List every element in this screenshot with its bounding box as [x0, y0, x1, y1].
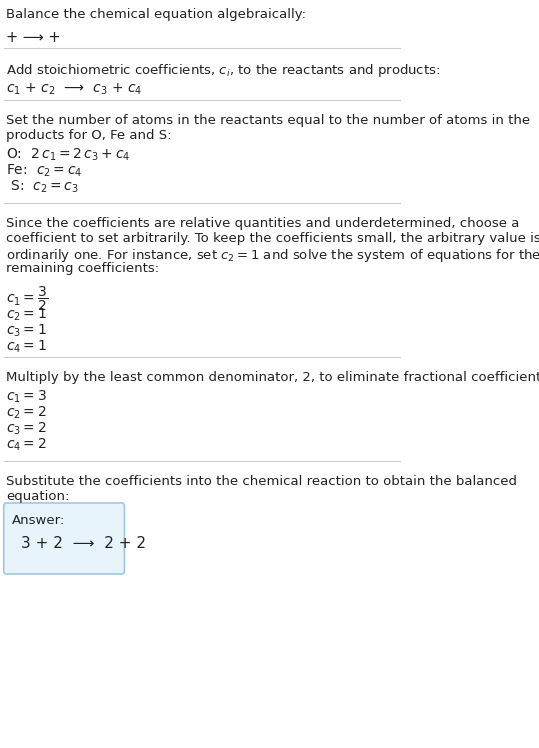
Text: $c_1 = 3$: $c_1 = 3$ — [6, 389, 47, 405]
Text: Answer:: Answer: — [12, 514, 65, 527]
Text: $c_1 = \dfrac{3}{2}$: $c_1 = \dfrac{3}{2}$ — [6, 285, 48, 313]
Text: $c_3 = 1$: $c_3 = 1$ — [6, 323, 47, 340]
Text: Set the number of atoms in the reactants equal to the number of atoms in the: Set the number of atoms in the reactants… — [6, 114, 530, 127]
Text: Add stoichiometric coefficients, $c_i$, to the reactants and products:: Add stoichiometric coefficients, $c_i$, … — [6, 62, 440, 79]
Text: $c_3 = 2$: $c_3 = 2$ — [6, 421, 46, 438]
Text: Substitute the coefficients into the chemical reaction to obtain the balanced: Substitute the coefficients into the che… — [6, 475, 517, 488]
Text: equation:: equation: — [6, 490, 70, 503]
Text: products for O, Fe and S:: products for O, Fe and S: — [6, 129, 171, 142]
Text: ordinarily one. For instance, set $c_2 = 1$ and solve the system of equations fo: ordinarily one. For instance, set $c_2 =… — [6, 247, 539, 264]
Text: + ⟶ +: + ⟶ + — [6, 30, 60, 45]
FancyBboxPatch shape — [4, 503, 125, 574]
Text: Multiply by the least common denominator, 2, to eliminate fractional coefficient: Multiply by the least common denominator… — [6, 371, 539, 384]
Text: O:  $2\,c_1 = 2\,c_3 + c_4$: O: $2\,c_1 = 2\,c_3 + c_4$ — [6, 147, 130, 163]
Text: Fe:  $c_2 = c_4$: Fe: $c_2 = c_4$ — [6, 163, 82, 180]
Text: $c_4 = 2$: $c_4 = 2$ — [6, 437, 46, 453]
Text: $c_1$ + $c_2$  ⟶  $c_3$ + $c_4$: $c_1$ + $c_2$ ⟶ $c_3$ + $c_4$ — [6, 82, 142, 97]
Text: $c_4 = 1$: $c_4 = 1$ — [6, 339, 47, 355]
Text: S:  $c_2 = c_3$: S: $c_2 = c_3$ — [6, 179, 79, 195]
Text: Balance the chemical equation algebraically:: Balance the chemical equation algebraica… — [6, 8, 306, 21]
Text: $c_2 = 2$: $c_2 = 2$ — [6, 405, 46, 421]
Text: 3 + 2  ⟶  2 + 2: 3 + 2 ⟶ 2 + 2 — [21, 536, 146, 551]
Text: Since the coefficients are relative quantities and underdetermined, choose a: Since the coefficients are relative quan… — [6, 217, 520, 230]
Text: coefficient to set arbitrarily. To keep the coefficients small, the arbitrary va: coefficient to set arbitrarily. To keep … — [6, 232, 539, 245]
Text: remaining coefficients:: remaining coefficients: — [6, 262, 159, 275]
Text: $c_2 = 1$: $c_2 = 1$ — [6, 307, 47, 323]
